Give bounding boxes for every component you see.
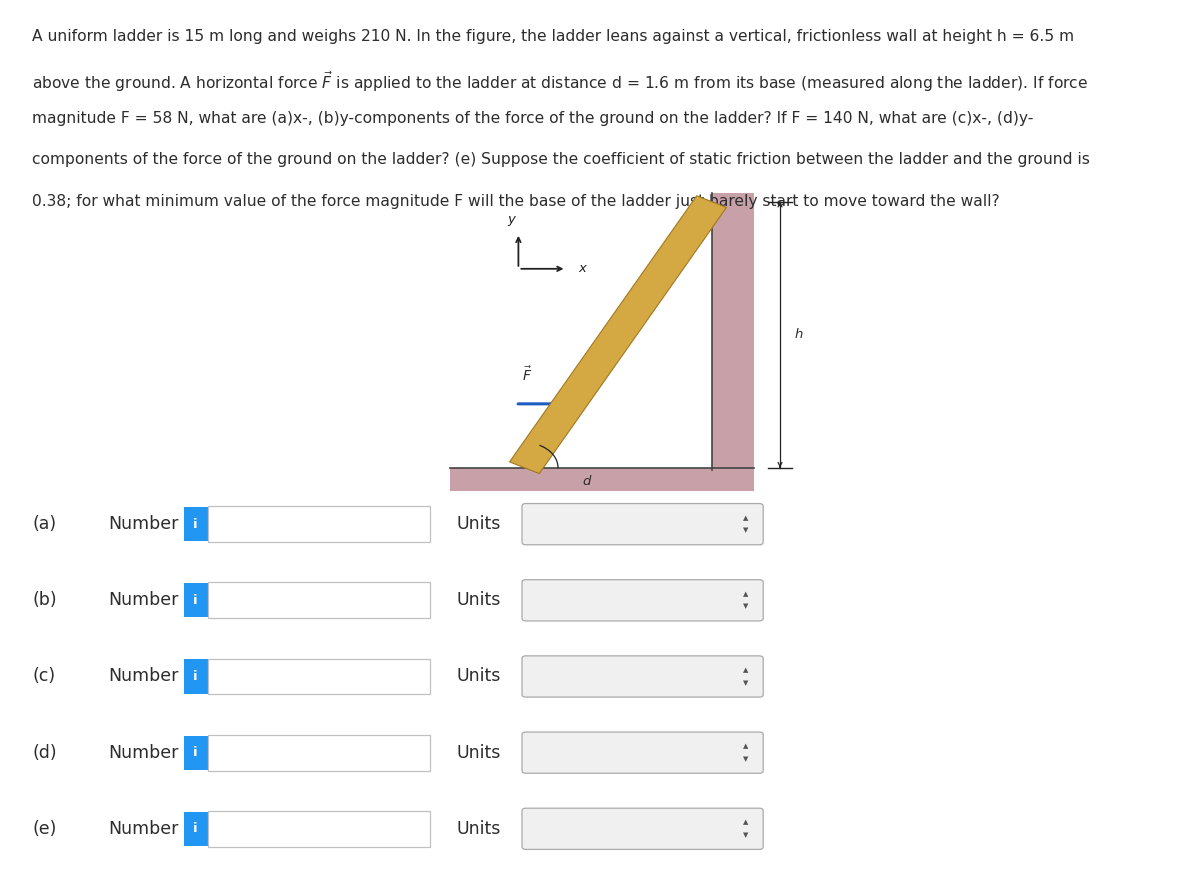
Text: y: y — [508, 212, 515, 226]
Text: d: d — [582, 475, 590, 488]
Bar — [712, 193, 754, 470]
Text: ▼: ▼ — [743, 756, 748, 762]
Text: components of the force of the ground on the ladder? (e) Suppose the coefficient: components of the force of the ground on… — [32, 152, 1091, 168]
FancyBboxPatch shape — [522, 504, 763, 545]
Bar — [184, 736, 208, 770]
Text: (a): (a) — [32, 515, 56, 533]
Text: Number: Number — [108, 744, 179, 762]
FancyBboxPatch shape — [522, 808, 763, 849]
Text: Units: Units — [456, 668, 500, 685]
FancyBboxPatch shape — [522, 580, 763, 621]
Bar — [208, 659, 430, 694]
Text: (e): (e) — [32, 820, 56, 838]
Bar — [184, 583, 208, 617]
Text: ▲: ▲ — [743, 591, 748, 597]
Bar — [184, 812, 208, 846]
Text: ▲: ▲ — [743, 820, 748, 825]
Polygon shape — [510, 195, 726, 474]
Text: magnitude F = 58 N, what are (a)x-, (b)y-components of the force of the ground o: magnitude F = 58 N, what are (a)x-, (b)y… — [32, 111, 1033, 126]
Bar — [450, 468, 754, 491]
Text: above the ground. A horizontal force $\vec{F}$ is applied to the ladder at dista: above the ground. A horizontal force $\v… — [32, 70, 1088, 94]
Bar — [208, 811, 430, 847]
Text: (b): (b) — [32, 591, 58, 609]
Text: i: i — [193, 518, 198, 530]
FancyBboxPatch shape — [522, 732, 763, 773]
Text: ▲: ▲ — [743, 668, 748, 673]
Text: (d): (d) — [32, 744, 58, 762]
Text: Number: Number — [108, 515, 179, 533]
Text: Units: Units — [456, 591, 500, 609]
Text: ▼: ▼ — [743, 680, 748, 685]
Text: i: i — [193, 670, 198, 683]
Text: Number: Number — [108, 668, 179, 685]
Text: ▲: ▲ — [743, 744, 748, 749]
Text: $\vec{F}$: $\vec{F}$ — [522, 366, 533, 384]
Text: A uniform ladder is 15 m long and weighs 210 N. In the figure, the ladder leans : A uniform ladder is 15 m long and weighs… — [32, 29, 1074, 44]
Text: Units: Units — [456, 744, 500, 762]
Text: h: h — [794, 328, 803, 341]
Text: ▼: ▼ — [743, 604, 748, 609]
Text: Number: Number — [108, 591, 179, 609]
Text: 0.38; for what minimum value of the force magnitude F will the base of the ladde: 0.38; for what minimum value of the forc… — [32, 194, 1000, 209]
Text: Units: Units — [456, 515, 500, 533]
Text: ▲: ▲ — [743, 515, 748, 521]
Text: i: i — [193, 594, 198, 607]
Text: ▼: ▼ — [743, 528, 748, 533]
Text: i: i — [193, 823, 198, 835]
Text: Number: Number — [108, 820, 179, 838]
Text: ▼: ▼ — [743, 832, 748, 838]
Bar — [208, 506, 430, 542]
Text: (c): (c) — [32, 668, 55, 685]
Bar — [208, 582, 430, 618]
Bar — [184, 659, 208, 694]
Text: i: i — [193, 746, 198, 759]
FancyBboxPatch shape — [522, 656, 763, 697]
Bar — [208, 735, 430, 771]
Text: x: x — [578, 263, 587, 275]
Text: Units: Units — [456, 820, 500, 838]
Bar — [184, 507, 208, 541]
